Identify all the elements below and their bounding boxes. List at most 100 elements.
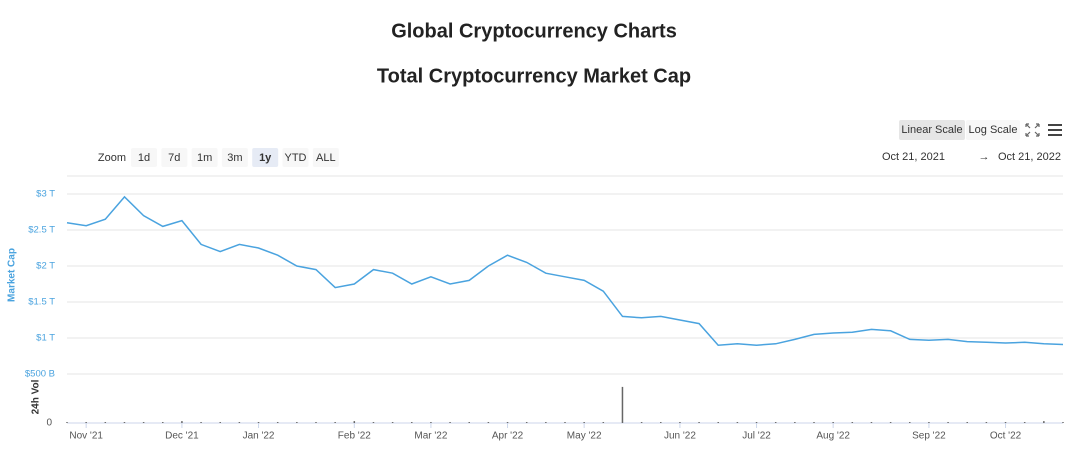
y-tick-label: $500 B [25, 369, 55, 380]
volume-bar [1062, 422, 1064, 423]
volume-bar [353, 421, 356, 423]
scale-button-label[interactable]: Log Scale [969, 124, 1018, 136]
volume-bar [1023, 422, 1026, 423]
x-tick-label: Sep '22 [912, 431, 946, 442]
volume-bar [928, 422, 930, 423]
y-tick-label: $2 T [36, 261, 55, 272]
x-tick-label: Dec '21 [165, 431, 199, 442]
volume-bar [621, 386, 624, 423]
range-arrow: → [979, 151, 990, 163]
zoom-button[interactable] [252, 148, 279, 167]
volume-bar [813, 422, 815, 423]
zoom-button-label[interactable]: 1y [259, 152, 272, 164]
volume-bar [966, 422, 968, 423]
volume-bar [525, 422, 528, 423]
x-tick-label: May '22 [567, 431, 602, 442]
volume-bar [506, 422, 509, 423]
volume-bar [411, 422, 413, 423]
volume-bar [276, 422, 279, 423]
volume-bar [468, 422, 470, 423]
volume-tick-label: 0 [46, 418, 52, 429]
market-cap-line [66, 195, 1064, 346]
chart-title: Total Cryptocurrency Market Cap [377, 65, 691, 87]
x-tick-label: Oct '22 [990, 431, 1022, 442]
zoom-label: Zoom [98, 152, 126, 164]
volume-bar [66, 422, 68, 423]
volume-bar [238, 422, 241, 423]
volume-bar [257, 422, 260, 423]
menu-icon[interactable] [1048, 124, 1062, 136]
volume-bar [430, 422, 432, 423]
x-tick-label: Jan '22 [243, 431, 275, 442]
volume-bar [219, 422, 221, 423]
volume-bar [889, 422, 892, 423]
volume-bar [181, 421, 183, 423]
zoom-button[interactable] [221, 148, 248, 167]
volume-bar [794, 422, 796, 423]
volume-bar [851, 422, 854, 423]
volume-axis-title: 24h Vol [31, 379, 42, 414]
volume-bar [947, 422, 949, 423]
x-tick-label: Jul '22 [742, 431, 771, 442]
x-tick-label: Apr '22 [492, 431, 524, 442]
zoom-button[interactable] [312, 148, 339, 167]
volume-bar [104, 422, 107, 423]
volume-bar [315, 422, 317, 423]
fullscreen-icon[interactable] [1025, 123, 1040, 137]
x-tick-label: Nov '21 [69, 431, 103, 442]
volume-bar [717, 422, 719, 423]
x-tick-label: Mar '22 [414, 431, 447, 442]
volume-bar [985, 422, 988, 423]
volume-bar [660, 422, 662, 423]
volume-bar [832, 422, 834, 423]
volume-bar [1043, 421, 1045, 423]
volume-bar [487, 422, 490, 423]
volume-bar [640, 422, 643, 423]
volume-bar [602, 422, 605, 423]
volume-bar [142, 422, 145, 423]
scale-button[interactable] [966, 120, 1020, 140]
zoom-button[interactable] [191, 148, 218, 167]
zoom-button-label[interactable]: 1d [138, 152, 150, 164]
zoom-button-label[interactable]: 1m [197, 152, 212, 164]
x-tick-label: Aug '22 [816, 431, 850, 442]
volume-bar [200, 422, 202, 423]
volume-bar [736, 422, 739, 423]
range-from: Oct 21, 2021 [882, 151, 945, 163]
volume-bar [391, 422, 394, 423]
volume-bar [545, 422, 547, 423]
y-axis-title: Market Cap [7, 248, 18, 302]
zoom-button-label[interactable]: 7d [168, 152, 180, 164]
y-tick-label: $2.5 T [28, 225, 55, 236]
range-to: Oct 21, 2022 [998, 151, 1061, 163]
volume-bar [774, 422, 777, 423]
zoom-button-label[interactable]: YTD [285, 152, 307, 164]
volume-bar [870, 422, 873, 423]
volume-bar [679, 422, 681, 423]
y-tick-label: $1 T [36, 333, 55, 344]
zoom-button[interactable] [282, 148, 309, 167]
volume-bar [123, 422, 126, 423]
volume-bar [909, 422, 911, 423]
volume-bar [372, 422, 375, 423]
scale-button[interactable] [899, 120, 965, 140]
y-tick-label: $1.5 T [28, 297, 55, 308]
zoom-button[interactable] [131, 148, 157, 167]
y-tick-label: $3 T [36, 189, 55, 200]
volume-bar [698, 422, 700, 423]
x-tick-label: Feb '22 [338, 431, 371, 442]
x-tick-label: Jun '22 [664, 431, 696, 442]
volume-bar [755, 422, 758, 423]
zoom-button[interactable] [161, 148, 188, 167]
zoom-button-label[interactable]: ALL [316, 152, 336, 164]
volume-bar [85, 422, 87, 423]
volume-bar [449, 422, 451, 423]
volume-bar [1004, 422, 1007, 423]
volume-bar [296, 422, 298, 423]
volume-bar [564, 422, 566, 423]
volume-bar [583, 422, 585, 423]
zoom-button-label[interactable]: 3m [227, 152, 242, 164]
page-title: Global Cryptocurrency Charts [391, 20, 677, 42]
scale-button-label[interactable]: Linear Scale [901, 124, 962, 136]
